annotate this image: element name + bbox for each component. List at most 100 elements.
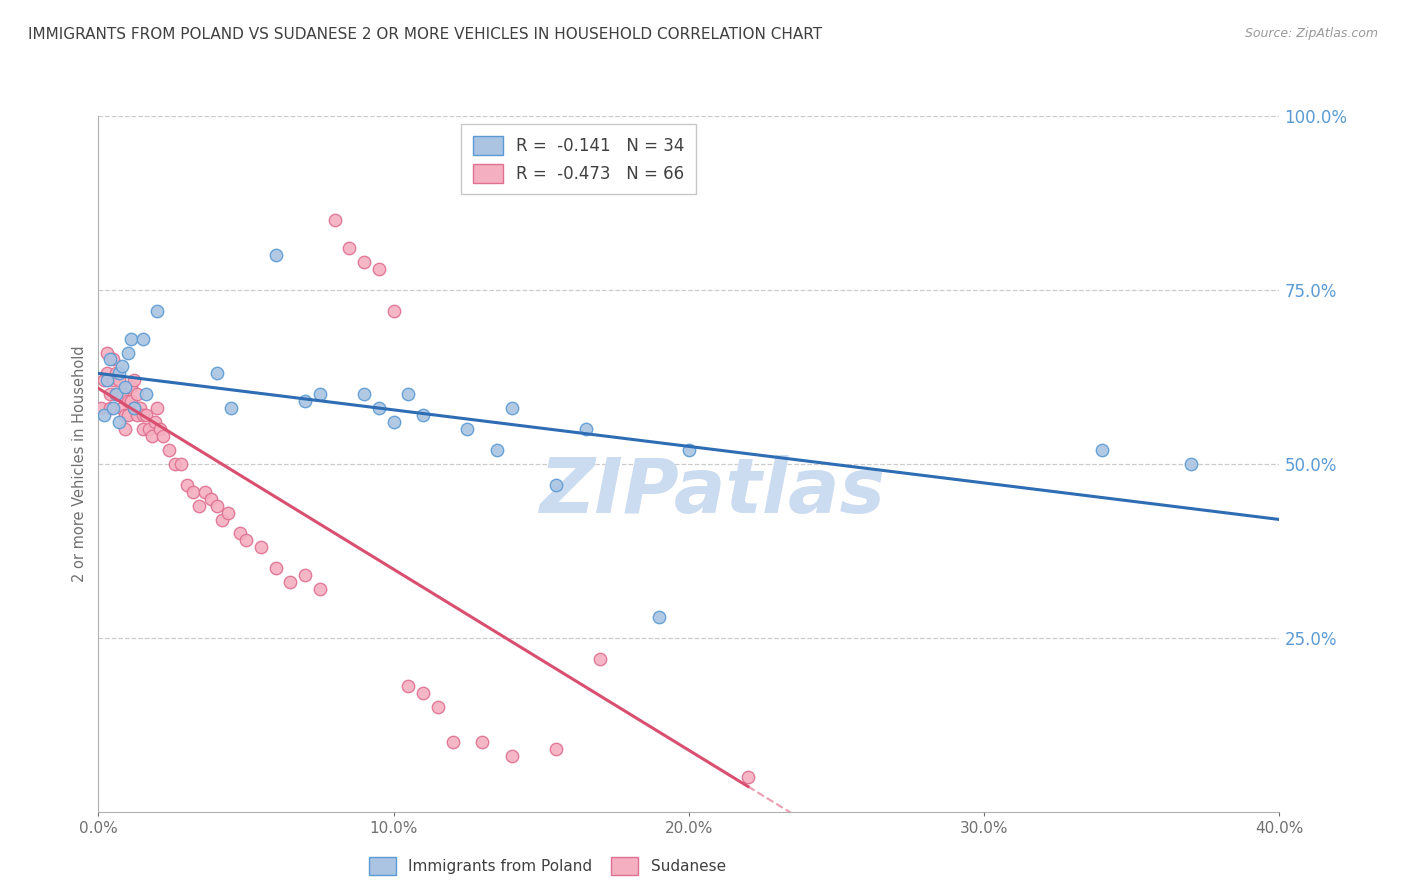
Point	[1180, 457, 1202, 471]
Point	[157, 442, 180, 457]
Point	[149, 422, 172, 436]
Text: Source: ZipAtlas.com: Source: ZipAtlas.com	[1244, 27, 1378, 40]
Point	[427, 700, 450, 714]
Point	[103, 373, 125, 387]
Point	[125, 387, 148, 401]
Point	[105, 387, 128, 401]
Point	[250, 541, 273, 555]
Text: ZIPatlas: ZIPatlas	[540, 455, 886, 529]
Point	[353, 387, 375, 401]
Point	[98, 387, 121, 401]
Point	[108, 387, 131, 401]
Point	[122, 401, 145, 416]
Point	[194, 484, 217, 499]
Point	[589, 651, 612, 665]
Point	[412, 408, 434, 422]
Point	[323, 213, 346, 227]
Point	[135, 387, 157, 401]
Point	[122, 373, 145, 387]
Point	[205, 367, 228, 381]
Point	[114, 380, 136, 394]
Point	[93, 408, 115, 422]
Point	[200, 491, 222, 506]
Point	[120, 332, 142, 346]
Point	[146, 303, 169, 318]
Point	[141, 429, 163, 443]
Point	[120, 380, 142, 394]
Point	[546, 477, 568, 491]
Point	[181, 484, 204, 499]
Point	[96, 367, 118, 381]
Point	[111, 359, 134, 374]
Point	[235, 533, 257, 548]
Point	[574, 422, 596, 436]
Point	[114, 422, 136, 436]
Point	[264, 561, 287, 575]
Point	[309, 387, 332, 401]
Point	[309, 582, 332, 596]
Point	[108, 415, 131, 429]
Point	[368, 262, 391, 277]
Point	[122, 401, 145, 416]
Point	[278, 575, 302, 590]
Point	[120, 394, 142, 409]
Point	[368, 401, 391, 416]
Point	[294, 394, 316, 409]
Point	[1091, 442, 1114, 457]
Point	[737, 770, 759, 784]
Point	[170, 457, 193, 471]
Point	[456, 422, 478, 436]
Point	[90, 401, 112, 416]
Point	[205, 499, 228, 513]
Point	[111, 387, 134, 401]
Point	[125, 408, 148, 422]
Point	[217, 506, 239, 520]
Point	[294, 568, 316, 582]
Point	[103, 352, 125, 367]
Point	[353, 255, 375, 269]
Point	[128, 401, 150, 416]
Point	[501, 749, 523, 764]
Point	[146, 401, 169, 416]
Point	[105, 387, 128, 401]
Point	[396, 680, 419, 694]
Point	[176, 477, 198, 491]
Point	[108, 373, 131, 387]
Point	[382, 303, 405, 318]
Point	[132, 332, 155, 346]
Point	[165, 457, 187, 471]
Point	[96, 373, 118, 387]
Point	[105, 367, 128, 381]
Point	[103, 401, 125, 416]
Point	[546, 742, 568, 756]
Point	[98, 352, 121, 367]
Point	[111, 401, 134, 416]
Point	[187, 499, 209, 513]
Point	[441, 735, 464, 749]
Point	[396, 387, 419, 401]
Point	[117, 394, 139, 409]
Point	[114, 408, 136, 422]
Point	[93, 373, 115, 387]
Y-axis label: 2 or more Vehicles in Household: 2 or more Vehicles in Household	[72, 345, 87, 582]
Point	[471, 735, 494, 749]
Point	[501, 401, 523, 416]
Point	[648, 610, 671, 624]
Point	[98, 401, 121, 416]
Point	[678, 442, 700, 457]
Point	[143, 415, 166, 429]
Point	[96, 345, 118, 359]
Point	[132, 408, 155, 422]
Point	[339, 241, 360, 255]
Point	[108, 367, 131, 381]
Point	[117, 408, 139, 422]
Point	[132, 422, 155, 436]
Point	[264, 248, 287, 262]
Point	[219, 401, 242, 416]
Point	[138, 422, 160, 436]
Point	[486, 442, 509, 457]
Point	[412, 686, 434, 700]
Point	[152, 429, 174, 443]
Legend: Immigrants from Poland, Sudanese: Immigrants from Poland, Sudanese	[363, 851, 733, 880]
Point	[382, 415, 405, 429]
